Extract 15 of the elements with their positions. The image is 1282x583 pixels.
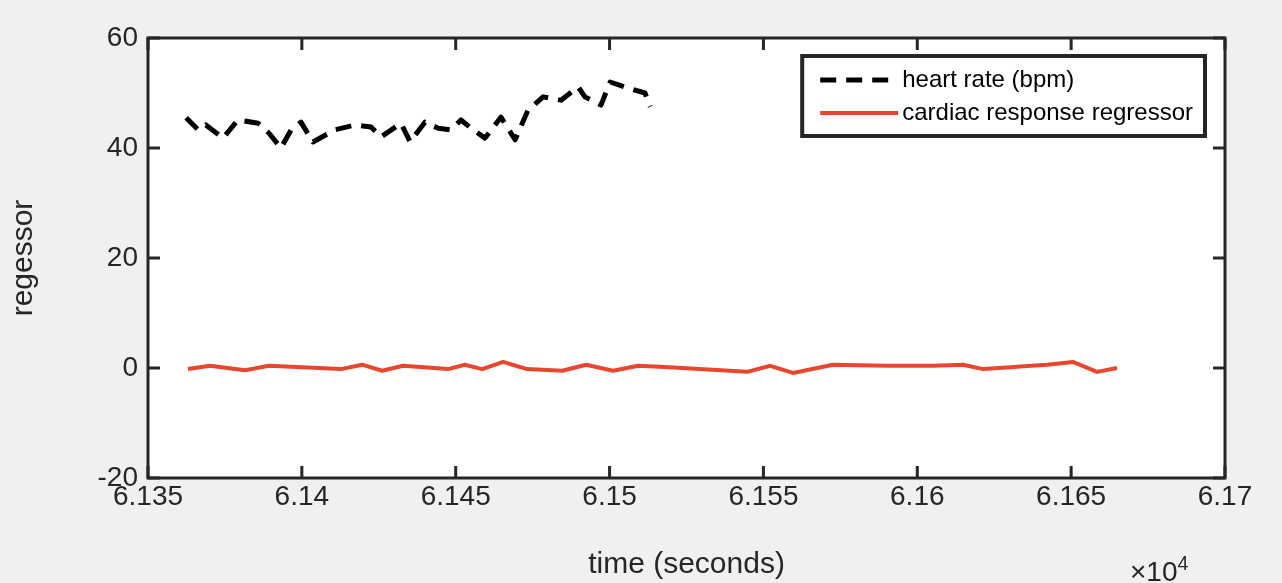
y-tick-label: 60 — [106, 20, 138, 52]
x-tick-label: 6.17 — [1197, 479, 1253, 511]
y-axis-title: regessor — [5, 199, 39, 317]
y-tick-label: 0 — [122, 350, 138, 382]
y-tick-label: 40 — [106, 130, 138, 162]
x-tick-label: 6.16 — [890, 479, 945, 511]
x-tick-label: 6.165 — [1036, 479, 1107, 511]
legend-label: heart rate (bpm) — [902, 64, 1075, 92]
x-axis-title: time (seconds) — [588, 546, 785, 580]
x-tick-label: 6.15 — [582, 479, 637, 511]
x-tick-label: 6.155 — [728, 479, 799, 511]
y-tick-label: 20 — [106, 240, 138, 272]
x-tick-label: 6.145 — [420, 479, 491, 511]
x-tick-label: 6.14 — [274, 479, 330, 511]
legend-label: cardiac response regressor — [902, 97, 1194, 125]
